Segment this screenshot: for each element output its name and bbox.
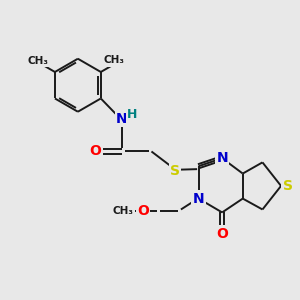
- Text: H: H: [127, 108, 137, 121]
- Text: N: N: [116, 112, 128, 126]
- Text: O: O: [137, 204, 149, 218]
- Text: N: N: [216, 151, 228, 165]
- Text: CH₃: CH₃: [103, 55, 124, 65]
- Text: S: S: [283, 179, 292, 193]
- Text: CH₃: CH₃: [27, 56, 48, 66]
- Text: O: O: [216, 226, 228, 241]
- Text: S: S: [170, 164, 180, 178]
- Text: O: O: [90, 145, 101, 158]
- Text: N: N: [193, 192, 204, 206]
- Text: CH₃: CH₃: [113, 206, 134, 216]
